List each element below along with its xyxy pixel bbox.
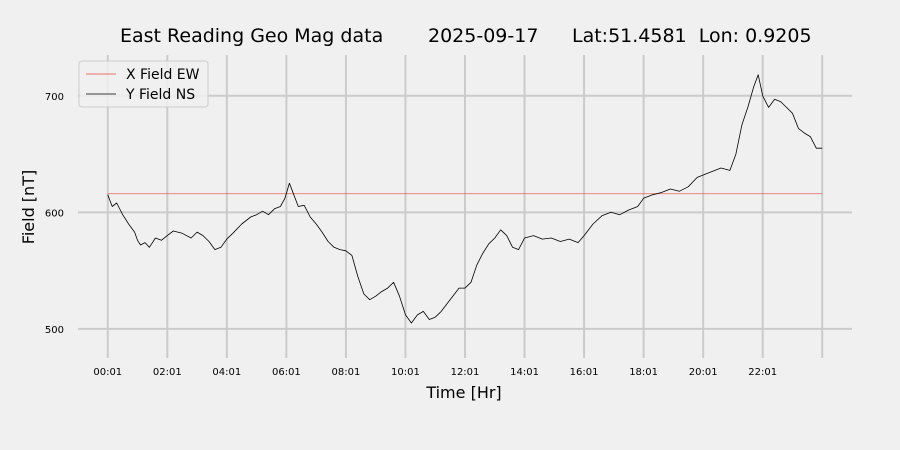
- x-tick-label: 16:01: [570, 367, 599, 378]
- x-tick-label: 06:01: [272, 367, 301, 378]
- x-tick-label: 22:01: [748, 367, 777, 378]
- x-tick-label: 14:01: [510, 367, 539, 378]
- x-tick-label: 10:01: [391, 367, 420, 378]
- chart-title-station: East Reading Geo Mag data: [120, 25, 383, 47]
- series-line-y-field-ns: [107, 74, 823, 324]
- chart-title-location: Lat:51.4581 Lon: 0.9205: [572, 25, 812, 47]
- x-tick-label: 02:01: [153, 367, 182, 378]
- y-tick-label: 500: [45, 325, 64, 336]
- x-tick-label: 08:01: [332, 367, 361, 378]
- x-tick-label: 12:01: [451, 367, 480, 378]
- x-axis-label: Time [Hr]: [425, 383, 501, 402]
- grid: [78, 55, 852, 358]
- x-tick-label: 04:01: [212, 367, 241, 378]
- tick-labels: 00:01 02:01 04:01 06:01 08:01 10:01 12:01 14:01…: [45, 92, 777, 378]
- y-tick-label: 600: [45, 208, 64, 219]
- legend-label-y-field: Y Field NS: [125, 87, 195, 103]
- chart-title-date: 2025-09-17: [428, 25, 538, 47]
- legend: X Field EW Y Field NS: [78, 60, 209, 108]
- x-tick-label: 18:01: [629, 367, 658, 378]
- legend-label-x-field: X Field EW: [126, 67, 200, 83]
- y-axis-label: Field [nT]: [19, 170, 38, 244]
- x-tick-label: 20:01: [689, 367, 718, 378]
- x-tick-label: 00:01: [93, 367, 122, 378]
- legend-frame: [78, 60, 209, 108]
- series-layer: [107, 74, 823, 324]
- y-tick-label: 700: [45, 92, 64, 103]
